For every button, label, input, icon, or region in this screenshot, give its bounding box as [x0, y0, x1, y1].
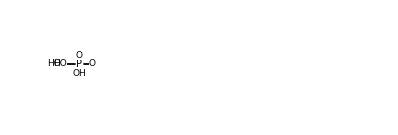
Text: O: O: [76, 51, 83, 60]
Text: P: P: [76, 59, 82, 69]
Text: HO: HO: [53, 59, 67, 68]
Text: HO: HO: [47, 59, 60, 68]
Text: O: O: [89, 59, 96, 68]
Text: OH: OH: [72, 69, 86, 78]
